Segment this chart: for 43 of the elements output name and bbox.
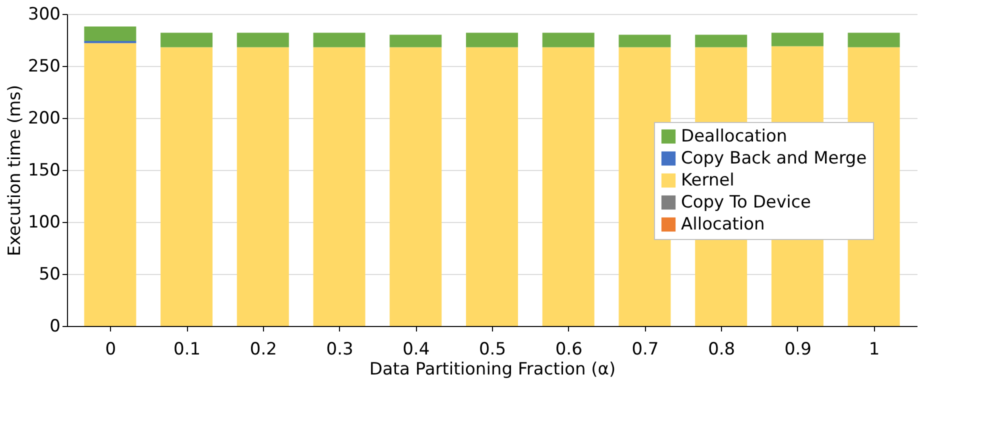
legend-label: Allocation	[681, 214, 765, 234]
x-tick-label: 0.4	[402, 340, 430, 360]
y-tick-label: 200	[28, 108, 60, 128]
bar	[542, 47, 594, 326]
x-tick-label: 0	[105, 340, 116, 360]
bar	[313, 32, 366, 48]
x-tick-label: 0.9	[784, 340, 812, 360]
bar	[390, 47, 442, 326]
legend-label: Copy Back and Merge	[681, 148, 867, 168]
bar	[160, 32, 213, 48]
bar	[84, 43, 136, 326]
y-axis-title: Execution time (ms)	[5, 84, 26, 256]
bar	[160, 47, 213, 326]
x-axis-title: Data Partitioning Fraction (α)	[369, 360, 616, 380]
bar	[466, 47, 518, 326]
legend-label: Copy To Device	[681, 192, 811, 212]
x-tick-label: 0.1	[174, 340, 201, 360]
bar	[236, 47, 289, 326]
bar	[771, 32, 824, 46]
bar	[313, 47, 366, 326]
legend-label: Deallocation	[681, 126, 788, 146]
bar	[390, 34, 442, 48]
x-tick-label: 0.8	[708, 340, 736, 360]
x-tick-label: 0.6	[555, 340, 582, 360]
bar	[84, 26, 136, 42]
y-tick-label: 250	[28, 56, 60, 76]
y-tick-label: 300	[28, 4, 60, 24]
bar	[542, 32, 594, 48]
y-tick-label: 50	[38, 264, 60, 284]
bar	[618, 34, 671, 48]
x-tick-label: 0.7	[632, 340, 659, 360]
bar	[236, 32, 289, 48]
legend-label: Kernel	[681, 170, 734, 190]
bar	[695, 34, 748, 48]
x-tick-label: 0.3	[326, 340, 354, 360]
bar	[848, 32, 900, 48]
x-tick-label: 0.2	[250, 340, 277, 360]
bar	[466, 32, 518, 48]
y-tick-label: 0	[50, 316, 60, 336]
y-tick-label: 100	[28, 212, 60, 232]
y-tick-label: 150	[28, 160, 60, 180]
x-tick-label: 0.5	[478, 340, 506, 360]
x-tick-label: 1	[868, 340, 880, 360]
